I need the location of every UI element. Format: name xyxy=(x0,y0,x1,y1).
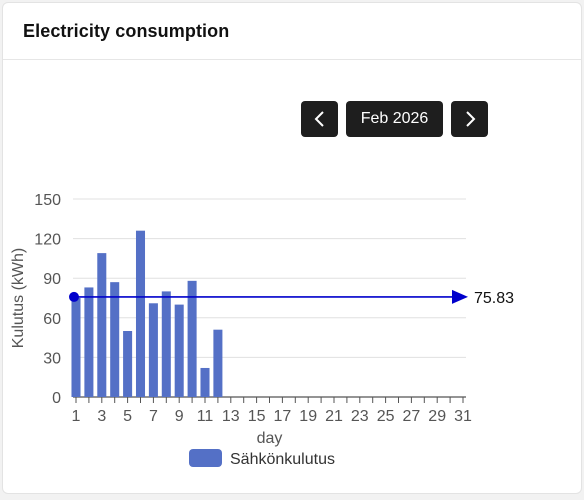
x-tick-label: 25 xyxy=(377,408,395,425)
bar xyxy=(200,367,210,397)
bar xyxy=(148,303,158,397)
x-tick-label: 19 xyxy=(299,408,317,425)
x-tick-label: 31 xyxy=(454,408,472,425)
bar xyxy=(84,287,94,397)
y-tick-label: 90 xyxy=(43,271,61,288)
bar xyxy=(187,280,197,397)
x-axis-label: day xyxy=(257,430,283,447)
legend-label: Sähkönkulutus xyxy=(230,451,335,468)
consumption-chart: 0 30 60 90 120 150 1 3 5 7 9 11 13 15 17 19 21 23 25 27 29 31… xyxy=(3,163,583,483)
chevron-right-icon xyxy=(465,111,475,127)
month-label-button[interactable]: Feb 2026 xyxy=(346,101,443,137)
x-tick-label: 3 xyxy=(97,408,106,425)
y-tick-label: 120 xyxy=(34,232,61,249)
y-axis-label: Kulutus (kWh) xyxy=(10,248,27,348)
x-tick-label: 1 xyxy=(72,408,81,425)
x-tick-label: 15 xyxy=(248,408,266,425)
x-tick-label: 5 xyxy=(123,408,132,425)
bar xyxy=(161,291,171,397)
y-tick-label: 0 xyxy=(52,390,61,407)
bar xyxy=(97,253,107,397)
average-line-label: 75.83 xyxy=(474,290,514,307)
chevron-left-icon xyxy=(314,111,324,127)
x-tick-label: 23 xyxy=(351,408,369,425)
bar xyxy=(123,331,133,397)
card-title: Electricity consumption xyxy=(23,20,230,41)
y-tick-label: 60 xyxy=(43,311,61,328)
y-tick-label: 150 xyxy=(34,192,61,209)
bar xyxy=(71,298,81,397)
x-tick-label: 9 xyxy=(175,408,184,425)
prev-month-button[interactable] xyxy=(301,101,338,137)
card-header: Electricity consumption xyxy=(3,3,581,60)
bar xyxy=(110,282,120,397)
legend-swatch xyxy=(189,449,222,467)
x-tick-label: 27 xyxy=(403,408,421,425)
x-tick-label: 29 xyxy=(428,408,446,425)
x-tick-label: 21 xyxy=(325,408,343,425)
y-tick-label: 30 xyxy=(43,350,61,367)
bar xyxy=(135,230,146,397)
average-line-arrow xyxy=(452,289,468,304)
next-month-button[interactable] xyxy=(451,101,488,137)
electricity-card: Electricity consumption Feb 2026 0 30 60 90… xyxy=(2,2,582,494)
x-tick-label: 13 xyxy=(222,408,240,425)
bar xyxy=(174,304,184,397)
bar xyxy=(213,329,223,397)
x-tick-label: 17 xyxy=(274,408,292,425)
x-tick-label: 11 xyxy=(197,408,214,425)
x-tick-label: 7 xyxy=(149,408,158,425)
month-navigator: Feb 2026 xyxy=(301,101,488,137)
